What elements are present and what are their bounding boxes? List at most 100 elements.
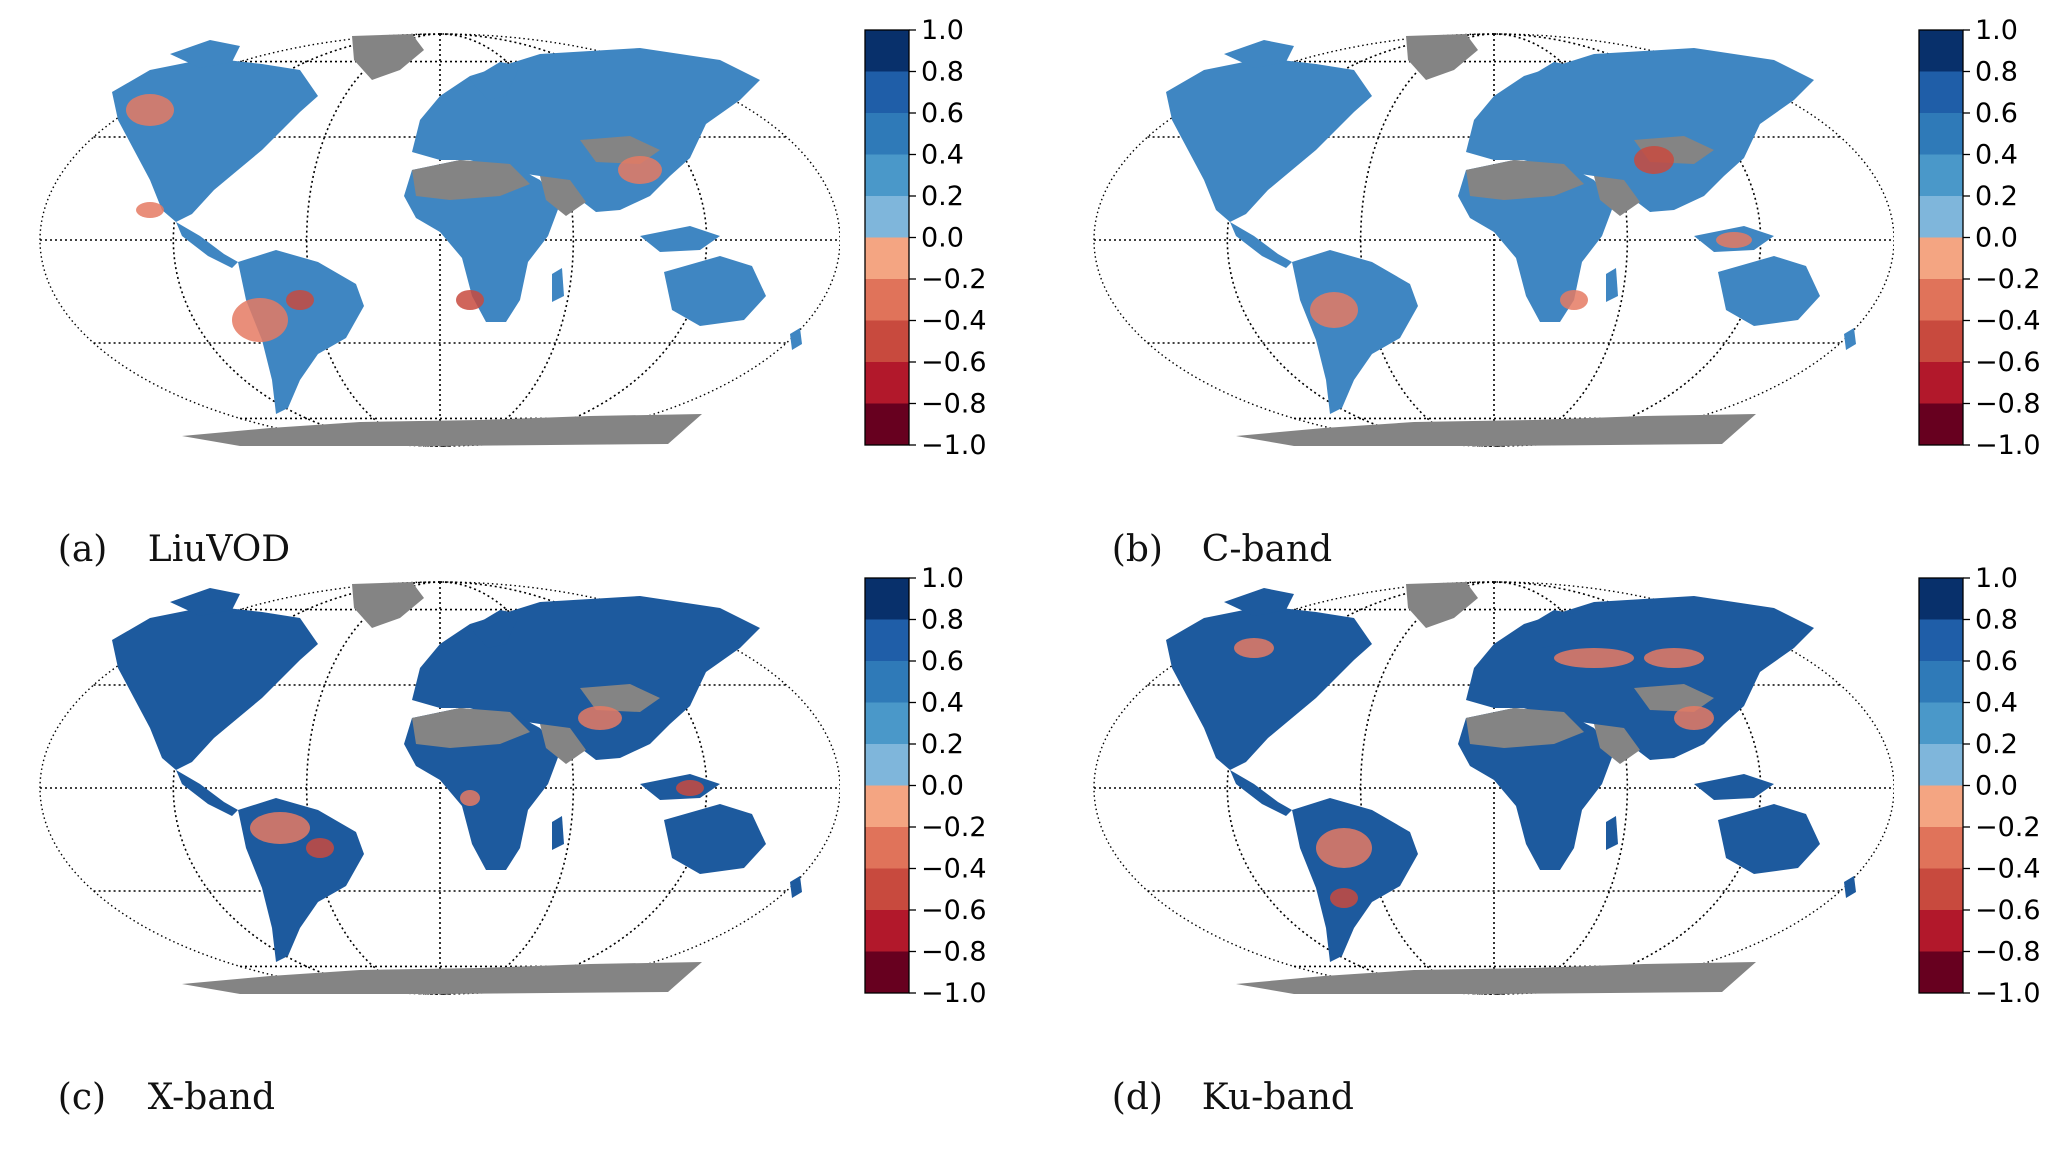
colorbar-tick-label: 0.2 (921, 181, 964, 212)
colorbar-tick-label: 0.6 (921, 98, 964, 129)
south-america (238, 250, 364, 414)
colorbar-tick-label: 0.4 (921, 688, 964, 719)
meridian-line (1226, 581, 1495, 995)
madagascar (1606, 268, 1618, 302)
new-zealand (790, 876, 802, 898)
arctic-islands (170, 40, 240, 68)
scandinavia (470, 610, 520, 648)
arctic-islands (1224, 588, 1294, 616)
colorbar-tick-label: −0.6 (921, 895, 987, 926)
colorbar-bin (1919, 71, 1963, 113)
central-america (1230, 770, 1292, 816)
colorbar-tick-label: 0.0 (921, 223, 964, 254)
panel-letter: (b) (1111, 529, 1163, 570)
colorbar-tick-label: 1.0 (1975, 15, 2018, 46)
colorbar-bin (1919, 578, 1963, 620)
greenland (352, 582, 424, 628)
antarctica (182, 414, 702, 446)
new-zealand (790, 328, 802, 350)
colorbar-tick-label: −0.6 (921, 347, 987, 378)
colorbar-bin (865, 827, 909, 869)
colorbar-tick-label: 0.0 (921, 771, 964, 802)
south-america (1292, 250, 1418, 414)
colorbar-bin (865, 403, 909, 445)
colorbar-bin (1919, 951, 1963, 993)
colorbar-bin (1919, 30, 1963, 72)
greenland (1406, 34, 1478, 80)
colorbar-tick-label: 1.0 (921, 15, 964, 46)
arabia-masked (1594, 176, 1640, 216)
scandinavia (470, 62, 520, 100)
colorbar-tick-label: −1.0 (1975, 430, 2041, 460)
meridian-line (172, 581, 441, 995)
central-asia-masked (1634, 684, 1714, 712)
vod-patch (1560, 290, 1588, 310)
colorbar-bin (1919, 237, 1963, 279)
colorbar-tick-label: 0.4 (921, 140, 964, 171)
central-america (176, 770, 238, 816)
panel-caption: (a) LiuVOD (12, 488, 290, 611)
vod-patch (1634, 146, 1674, 174)
panel-caption: (d) Ku-band (1066, 1036, 1354, 1159)
colorbar-bin (865, 951, 909, 993)
colorbar-tick-label: 0.2 (1975, 729, 2018, 760)
panel-title: C-band (1201, 529, 1333, 570)
colorbar-tick-label: −1.0 (921, 430, 987, 460)
colorbar-ticks: 1.0 0.8 0.6 0.4 0.2 0.0 −0.2 −0.4 −0.6 −0.8 −1.0 (909, 15, 987, 460)
colorbar-bin (865, 196, 909, 238)
scandinavia (1524, 610, 1574, 648)
colorbar-bin (1919, 279, 1963, 321)
maritime-se-asia (1694, 774, 1774, 800)
colorbar-tick-label: 0.2 (1975, 181, 2018, 212)
colorbar-tick-label: 0.6 (1975, 646, 2018, 677)
colorbar-tick-label: 0.8 (921, 57, 964, 88)
panel-title: LiuVOD (147, 529, 291, 570)
scandinavia (1524, 62, 1574, 100)
greenland (352, 34, 424, 80)
world-map (39, 581, 840, 995)
colorbar-tick-label: 0.0 (1975, 223, 2018, 254)
colorbar-tick-label: 0.8 (921, 605, 964, 636)
colorbar-bin (865, 320, 909, 362)
africa (404, 708, 560, 870)
vod-patch (1330, 888, 1358, 908)
world-map (39, 33, 840, 447)
colorbar: 1.0 0.8 0.6 0.4 0.2 0.0 −0.2 −0.4 −0.6 −0.8 −1.0 (864, 563, 987, 1008)
vod-patch (676, 780, 704, 796)
colorbar-tick-label: −0.4 (1975, 854, 2041, 885)
colorbar-bin (865, 619, 909, 661)
colorbar-bin (1919, 868, 1963, 910)
vod-patch (618, 156, 662, 184)
colorbar-bin (1919, 827, 1963, 869)
colorbar-bin (865, 744, 909, 786)
panel-title: X-band (147, 1077, 276, 1118)
vod-patch (1310, 292, 1358, 328)
colorbar-tick-label: −0.4 (921, 306, 987, 337)
maritime-se-asia (640, 226, 720, 252)
vod-patch (136, 202, 164, 218)
world-map (1093, 581, 1894, 995)
colorbar-bin (865, 279, 909, 321)
colorbar-bin (1919, 362, 1963, 404)
colorbar-tick-label: −0.4 (921, 854, 987, 885)
colorbar-bin (865, 578, 909, 620)
colorbar-bin (1919, 619, 1963, 661)
panel-letter: (c) (57, 1077, 107, 1118)
colorbar-bin (865, 702, 909, 744)
colorbar-tick-label: −0.8 (921, 937, 987, 968)
new-zealand (1844, 876, 1856, 898)
antarctica (182, 962, 702, 994)
vod-patch (456, 290, 484, 310)
colorbar-bin (865, 910, 909, 952)
vod-patch (1316, 828, 1372, 868)
world-map (1093, 33, 1894, 447)
vod-patch (1716, 232, 1752, 248)
central-america (1230, 222, 1292, 268)
colorbar-bin (1919, 661, 1963, 703)
colorbar-bin (1919, 910, 1963, 952)
australia (1718, 256, 1820, 326)
sahara-masked (1466, 160, 1584, 200)
panel-letter: (a) (57, 529, 108, 570)
arctic-islands (1224, 40, 1294, 68)
panel-a: 1.0 0.8 0.6 0.4 0.2 0.0 −0.2 −0.4 −0.6 −0.8 −1.0 (… (0, 0, 1034, 570)
